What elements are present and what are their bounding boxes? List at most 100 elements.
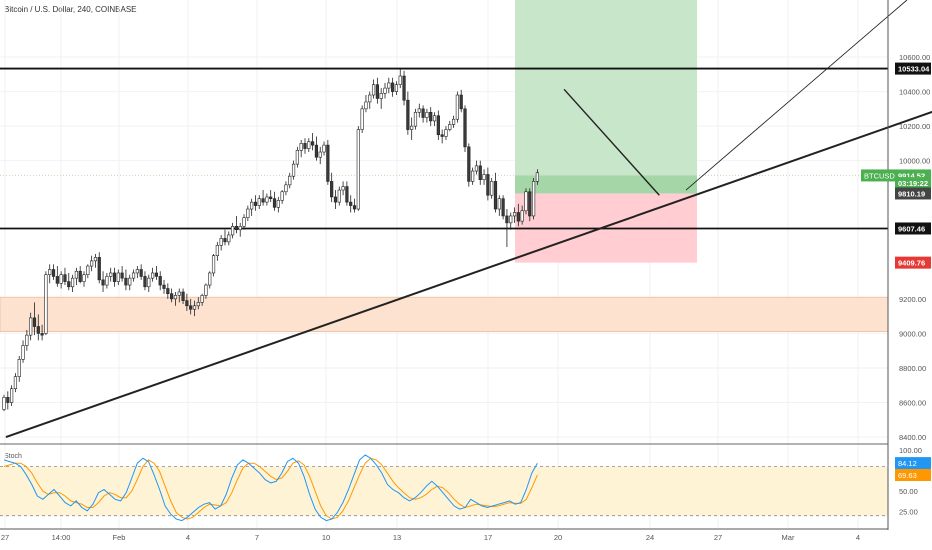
candle-up xyxy=(105,276,109,286)
candle-down xyxy=(181,291,185,301)
candle-up xyxy=(383,87,387,94)
candle-down xyxy=(67,281,71,288)
x-tick-label: 27 xyxy=(1,533,9,542)
candle-up xyxy=(116,272,120,282)
candle-down xyxy=(345,186,349,203)
trendline xyxy=(685,0,908,191)
candle-up xyxy=(48,269,52,275)
candle-up xyxy=(471,170,475,182)
stoch-indicator-label: Stoch xyxy=(4,453,22,460)
candle-down xyxy=(330,181,334,198)
candle-up xyxy=(13,376,18,390)
candle-up xyxy=(109,272,113,277)
candle-up xyxy=(276,200,280,208)
candle-up xyxy=(520,210,524,222)
candle-down xyxy=(421,108,425,118)
candle-up xyxy=(295,150,299,165)
candle-up xyxy=(265,196,269,203)
x-tick-label: 4 xyxy=(186,533,190,542)
x-tick-label: 7 xyxy=(255,533,259,542)
candle-up xyxy=(387,82,391,89)
candle-down xyxy=(143,276,147,288)
x-tick-label: 27 xyxy=(714,533,722,542)
candle-up xyxy=(242,217,246,227)
candle-up xyxy=(93,257,98,262)
candle-up xyxy=(490,181,494,196)
candle-down xyxy=(528,191,532,217)
candle-up xyxy=(318,151,322,158)
candle-down xyxy=(185,300,189,307)
candle-up xyxy=(341,186,345,191)
candle-up xyxy=(74,270,78,279)
candles-group xyxy=(2,69,539,412)
candle-down xyxy=(170,293,174,300)
candle-down xyxy=(406,99,410,130)
candle-down xyxy=(269,196,273,199)
candle-up xyxy=(360,108,364,130)
candle-up xyxy=(379,92,383,99)
candle-down xyxy=(6,397,10,403)
candle-up xyxy=(284,184,288,193)
symbol-tag xyxy=(861,169,895,182)
candle-up xyxy=(250,201,254,210)
candle-down xyxy=(97,257,101,281)
stoch-value-box xyxy=(895,457,931,470)
candle-up xyxy=(432,115,437,122)
price-label-box xyxy=(895,222,931,235)
candle-up xyxy=(524,191,528,212)
y-tick-label: 10400.00 xyxy=(899,88,930,97)
candle-down xyxy=(349,201,353,206)
y-tick-label: 8400.00 xyxy=(899,433,926,442)
candle-up xyxy=(512,212,517,217)
candle-down xyxy=(223,238,227,243)
support-zone xyxy=(0,296,889,333)
x-tick-label: 20 xyxy=(554,533,562,542)
candle-up xyxy=(211,255,216,274)
candle-up xyxy=(364,101,368,110)
candle-up xyxy=(204,284,208,296)
y-tick-label: 9000.00 xyxy=(899,329,926,338)
candle-up xyxy=(417,108,421,113)
candle-up xyxy=(128,277,132,286)
candle-down xyxy=(516,212,520,222)
price-label: 9914.52 xyxy=(898,171,925,180)
symbol-tag-label: BTCUSD xyxy=(864,171,895,180)
price-label: 9607.46 xyxy=(898,224,925,233)
stoch-y-tick-label: 50.00 xyxy=(899,487,918,496)
candle-down xyxy=(505,215,509,224)
candle-down xyxy=(326,144,330,182)
candle-down xyxy=(32,317,37,327)
candle-down xyxy=(139,269,143,277)
candle-down xyxy=(166,288,170,294)
x-tick-label: Feb xyxy=(113,533,126,542)
candle-up xyxy=(219,238,223,246)
trendline xyxy=(5,110,932,439)
candle-up xyxy=(535,172,539,182)
candle-up xyxy=(86,265,90,275)
candle-up xyxy=(425,111,429,118)
candle-up xyxy=(291,163,296,177)
candle-down xyxy=(253,201,258,206)
candle-up xyxy=(208,272,212,286)
candle-up xyxy=(147,277,151,288)
candle-down xyxy=(493,181,498,210)
candle-up xyxy=(215,245,219,256)
candle-down xyxy=(429,111,433,122)
candle-down xyxy=(158,276,162,286)
candle-down xyxy=(333,196,338,203)
candle-down xyxy=(501,198,505,217)
candle-down xyxy=(101,279,105,286)
candle-up xyxy=(307,141,311,149)
candle-up xyxy=(368,94,372,103)
profit-progress-zone xyxy=(515,175,697,194)
x-tick-label: 13 xyxy=(393,533,401,542)
stoch-d-line xyxy=(3,457,538,520)
candle-up xyxy=(227,234,231,243)
candle-down xyxy=(55,276,59,284)
candle-down xyxy=(391,82,395,92)
candle-up xyxy=(192,305,197,310)
x-tick-label: Mar xyxy=(782,533,795,542)
candle-down xyxy=(154,272,159,277)
price-label-box xyxy=(895,62,931,75)
